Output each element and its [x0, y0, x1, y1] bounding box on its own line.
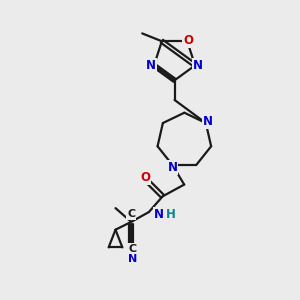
- Text: H: H: [166, 208, 176, 220]
- Text: N: N: [203, 115, 213, 128]
- Text: C: C: [127, 209, 135, 219]
- Text: N: N: [154, 208, 164, 220]
- Text: C: C: [128, 244, 136, 254]
- Text: N: N: [146, 59, 156, 72]
- Text: N: N: [167, 161, 177, 174]
- Text: N: N: [193, 59, 203, 72]
- Text: O: O: [140, 171, 150, 184]
- Text: O: O: [183, 34, 193, 47]
- Text: N: N: [128, 254, 137, 264]
